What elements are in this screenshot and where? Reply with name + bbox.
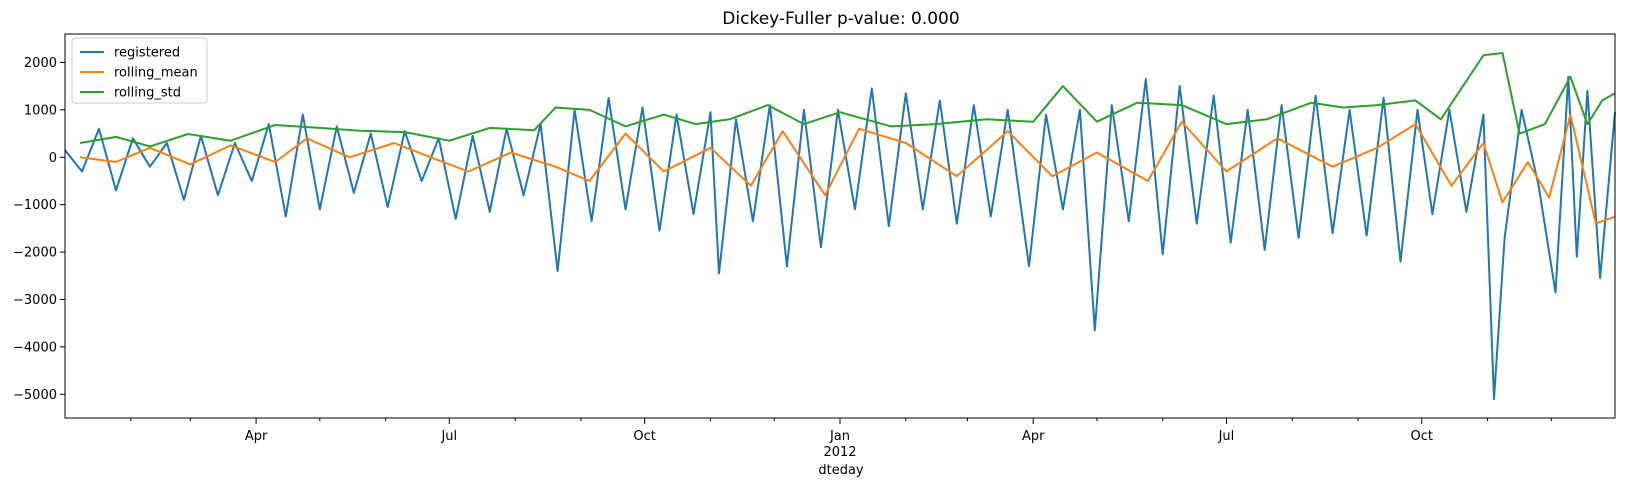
chart-title: Dickey-Fuller p-value: 0.000 bbox=[722, 9, 959, 29]
axes-layer: 2000 1000 0 −1000 −2000 −3000 −4000 −5000 Apr Jul… bbox=[13, 33, 1616, 460]
plot-area bbox=[65, 34, 1615, 418]
x-tick-label: Jul bbox=[440, 429, 457, 444]
x-tick-label: Jul bbox=[1218, 429, 1235, 444]
legend-label-rolling-mean: rolling_mean bbox=[114, 66, 198, 81]
x-axis-label: dteday bbox=[818, 463, 864, 478]
series-layer bbox=[64, 52, 1616, 400]
x-tick-label: Apr bbox=[245, 429, 268, 444]
x-tick-label: Apr bbox=[1022, 429, 1045, 444]
legend-label-rolling-std: rolling_std bbox=[114, 86, 181, 101]
legend-frame bbox=[71, 37, 208, 104]
y-tick-label: 1000 bbox=[24, 103, 57, 118]
y-tick-label: −1000 bbox=[13, 198, 57, 213]
x-tick-label: Oct bbox=[1411, 429, 1433, 444]
x-tick-sublabel: 2012 bbox=[823, 445, 856, 460]
series-line-registered bbox=[64, 75, 1616, 400]
series-line-rolling-mean bbox=[79, 113, 1616, 225]
legend-label-registered: registered bbox=[114, 46, 180, 61]
y-tick-label: 0 bbox=[49, 151, 57, 166]
series-line-rolling-std bbox=[79, 52, 1616, 148]
y-tick-label: −3000 bbox=[13, 293, 57, 308]
legend: registered rolling_mean rolling_std bbox=[71, 37, 208, 104]
y-tick-label: 2000 bbox=[24, 56, 57, 71]
y-tick-label: −2000 bbox=[13, 246, 57, 261]
y-tick-label: −4000 bbox=[13, 340, 57, 355]
x-tick-label: Oct bbox=[633, 429, 655, 444]
x-tick-label: Jan bbox=[829, 429, 850, 444]
y-tick-label: −5000 bbox=[13, 388, 57, 403]
